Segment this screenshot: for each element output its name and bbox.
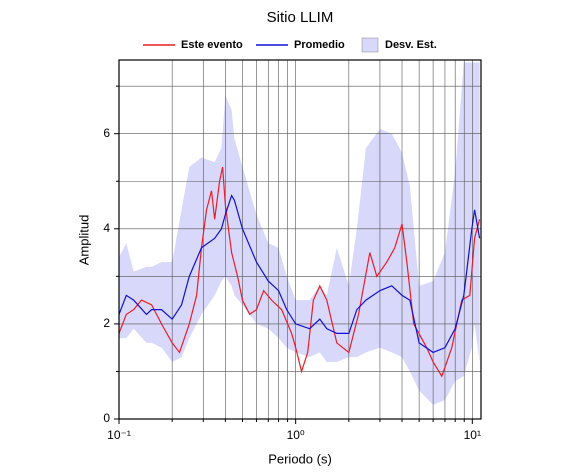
plot-area xyxy=(119,60,481,419)
chart-title: Sitio LLIM xyxy=(267,9,334,26)
std-band xyxy=(119,62,480,405)
x-axis-label: Periodo (s) xyxy=(268,451,332,466)
y-tick-label: 6 xyxy=(103,126,110,140)
x-tick-label: 10¹ xyxy=(464,428,481,442)
y-tick-label: 2 xyxy=(103,316,110,330)
legend-label: Promedio xyxy=(294,39,345,51)
x-tick-label: 10⁻¹ xyxy=(107,428,131,442)
legend-label: Desv. Est. xyxy=(385,39,437,51)
legend-swatch xyxy=(361,37,379,53)
series-line xyxy=(119,194,481,354)
legend-label: Este evento xyxy=(181,39,243,51)
x-tick-label: 10⁰ xyxy=(287,428,305,442)
y-tick-label: 4 xyxy=(103,221,110,235)
y-axis-label: Amplitud xyxy=(76,215,91,266)
plot-frame xyxy=(118,59,482,420)
y-tick-label: 0 xyxy=(103,411,110,425)
